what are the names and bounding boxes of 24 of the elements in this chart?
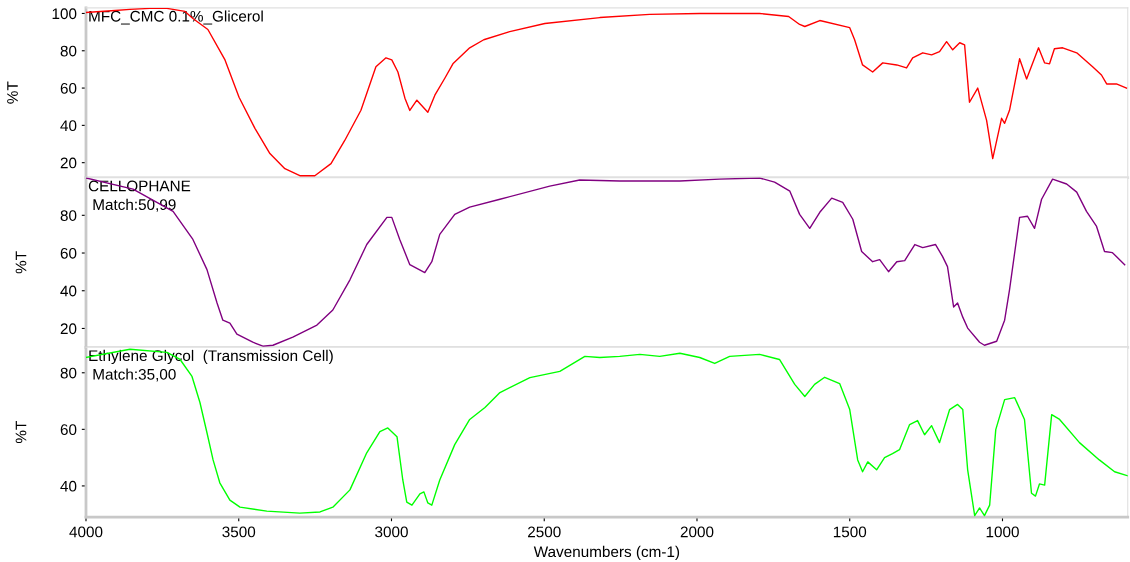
x-tick-label: 2000	[680, 526, 714, 538]
y-tick-label: 100	[52, 8, 77, 20]
x-axis-title: Wavenumbers (cm-1)	[533, 545, 680, 561]
y-tick-label: 40	[60, 285, 77, 297]
y-axis-title: %T	[7, 81, 18, 104]
x-tick-label: 1000	[986, 526, 1019, 538]
y-axis-title: %T	[15, 251, 27, 274]
x-tick-label: 3500	[222, 526, 256, 538]
y-tick-label: 60	[60, 424, 77, 436]
y-tick-label: 60	[60, 247, 77, 259]
y-axis-title: %T	[15, 421, 27, 444]
annotation: Match:35,00	[93, 368, 176, 382]
x-tick-label: 1500	[833, 526, 867, 538]
x-tick-label: 4000	[69, 526, 103, 538]
y-tick-label: 40	[60, 480, 77, 492]
y-tick-label: 80	[60, 210, 77, 221]
y-tick-label: 40	[60, 120, 77, 132]
y-tick-label: 20	[60, 323, 77, 335]
y-tick-label: 20	[60, 157, 77, 169]
x-tick-label: 2500	[528, 526, 561, 538]
x-tick-label: 3000	[375, 526, 408, 538]
y-tick-label: 80	[60, 45, 77, 57]
y-tick-label: 80	[60, 367, 77, 379]
y-tick-label: 60	[60, 82, 77, 94]
